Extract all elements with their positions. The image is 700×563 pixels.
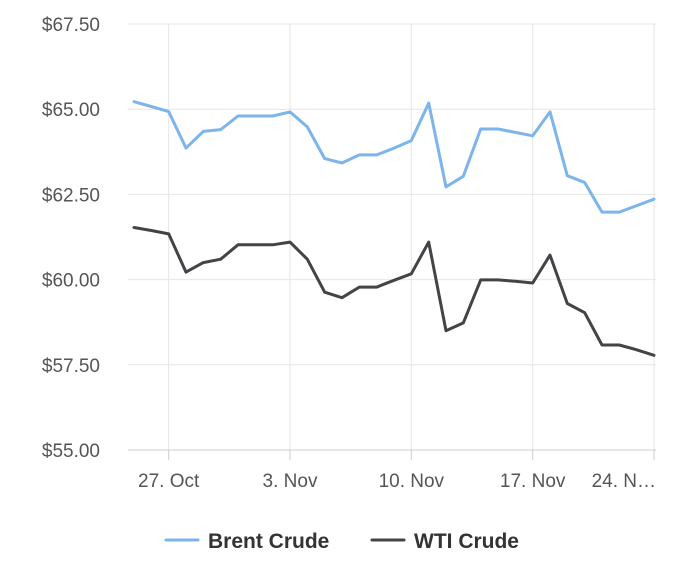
x-tick-label: 10. Nov: [379, 471, 445, 492]
y-tick-label: $65.00: [42, 100, 100, 121]
y-tick-label: $67.50: [42, 15, 100, 36]
series-layer: [132, 100, 656, 357]
legend: Brent Crude WTI Crude: [164, 530, 519, 553]
y-tick-label: $62.50: [42, 185, 100, 206]
y-tick-label: $55.00: [42, 441, 100, 462]
legend-item-brent-crude[interactable]: Brent Crude: [164, 530, 329, 553]
y-tick-label: $57.50: [42, 356, 100, 377]
series-line-brent-crude: [132, 100, 656, 214]
legend-item-wti-crude[interactable]: WTI Crude: [370, 530, 519, 553]
legend-label: Brent Crude: [208, 530, 329, 553]
series-line-wti-crude: [132, 226, 656, 357]
y-tick-label: $60.00: [42, 271, 100, 292]
x-tick-label: 17. Nov: [500, 471, 566, 492]
x-tick-label: 3. Nov: [263, 471, 318, 492]
x-axis-ticks: [168, 450, 655, 460]
x-tick-label: 24. N…: [592, 471, 656, 492]
y-axis-labels: $67.50 $65.00 $62.50 $60.00 $57.50 $55.00: [42, 15, 100, 462]
x-axis-labels: 27. Oct 3. Nov 10. Nov 17. Nov 24. N…: [138, 471, 656, 492]
x-tick-label: 27. Oct: [138, 471, 200, 492]
legend-label: WTI Crude: [414, 530, 519, 553]
